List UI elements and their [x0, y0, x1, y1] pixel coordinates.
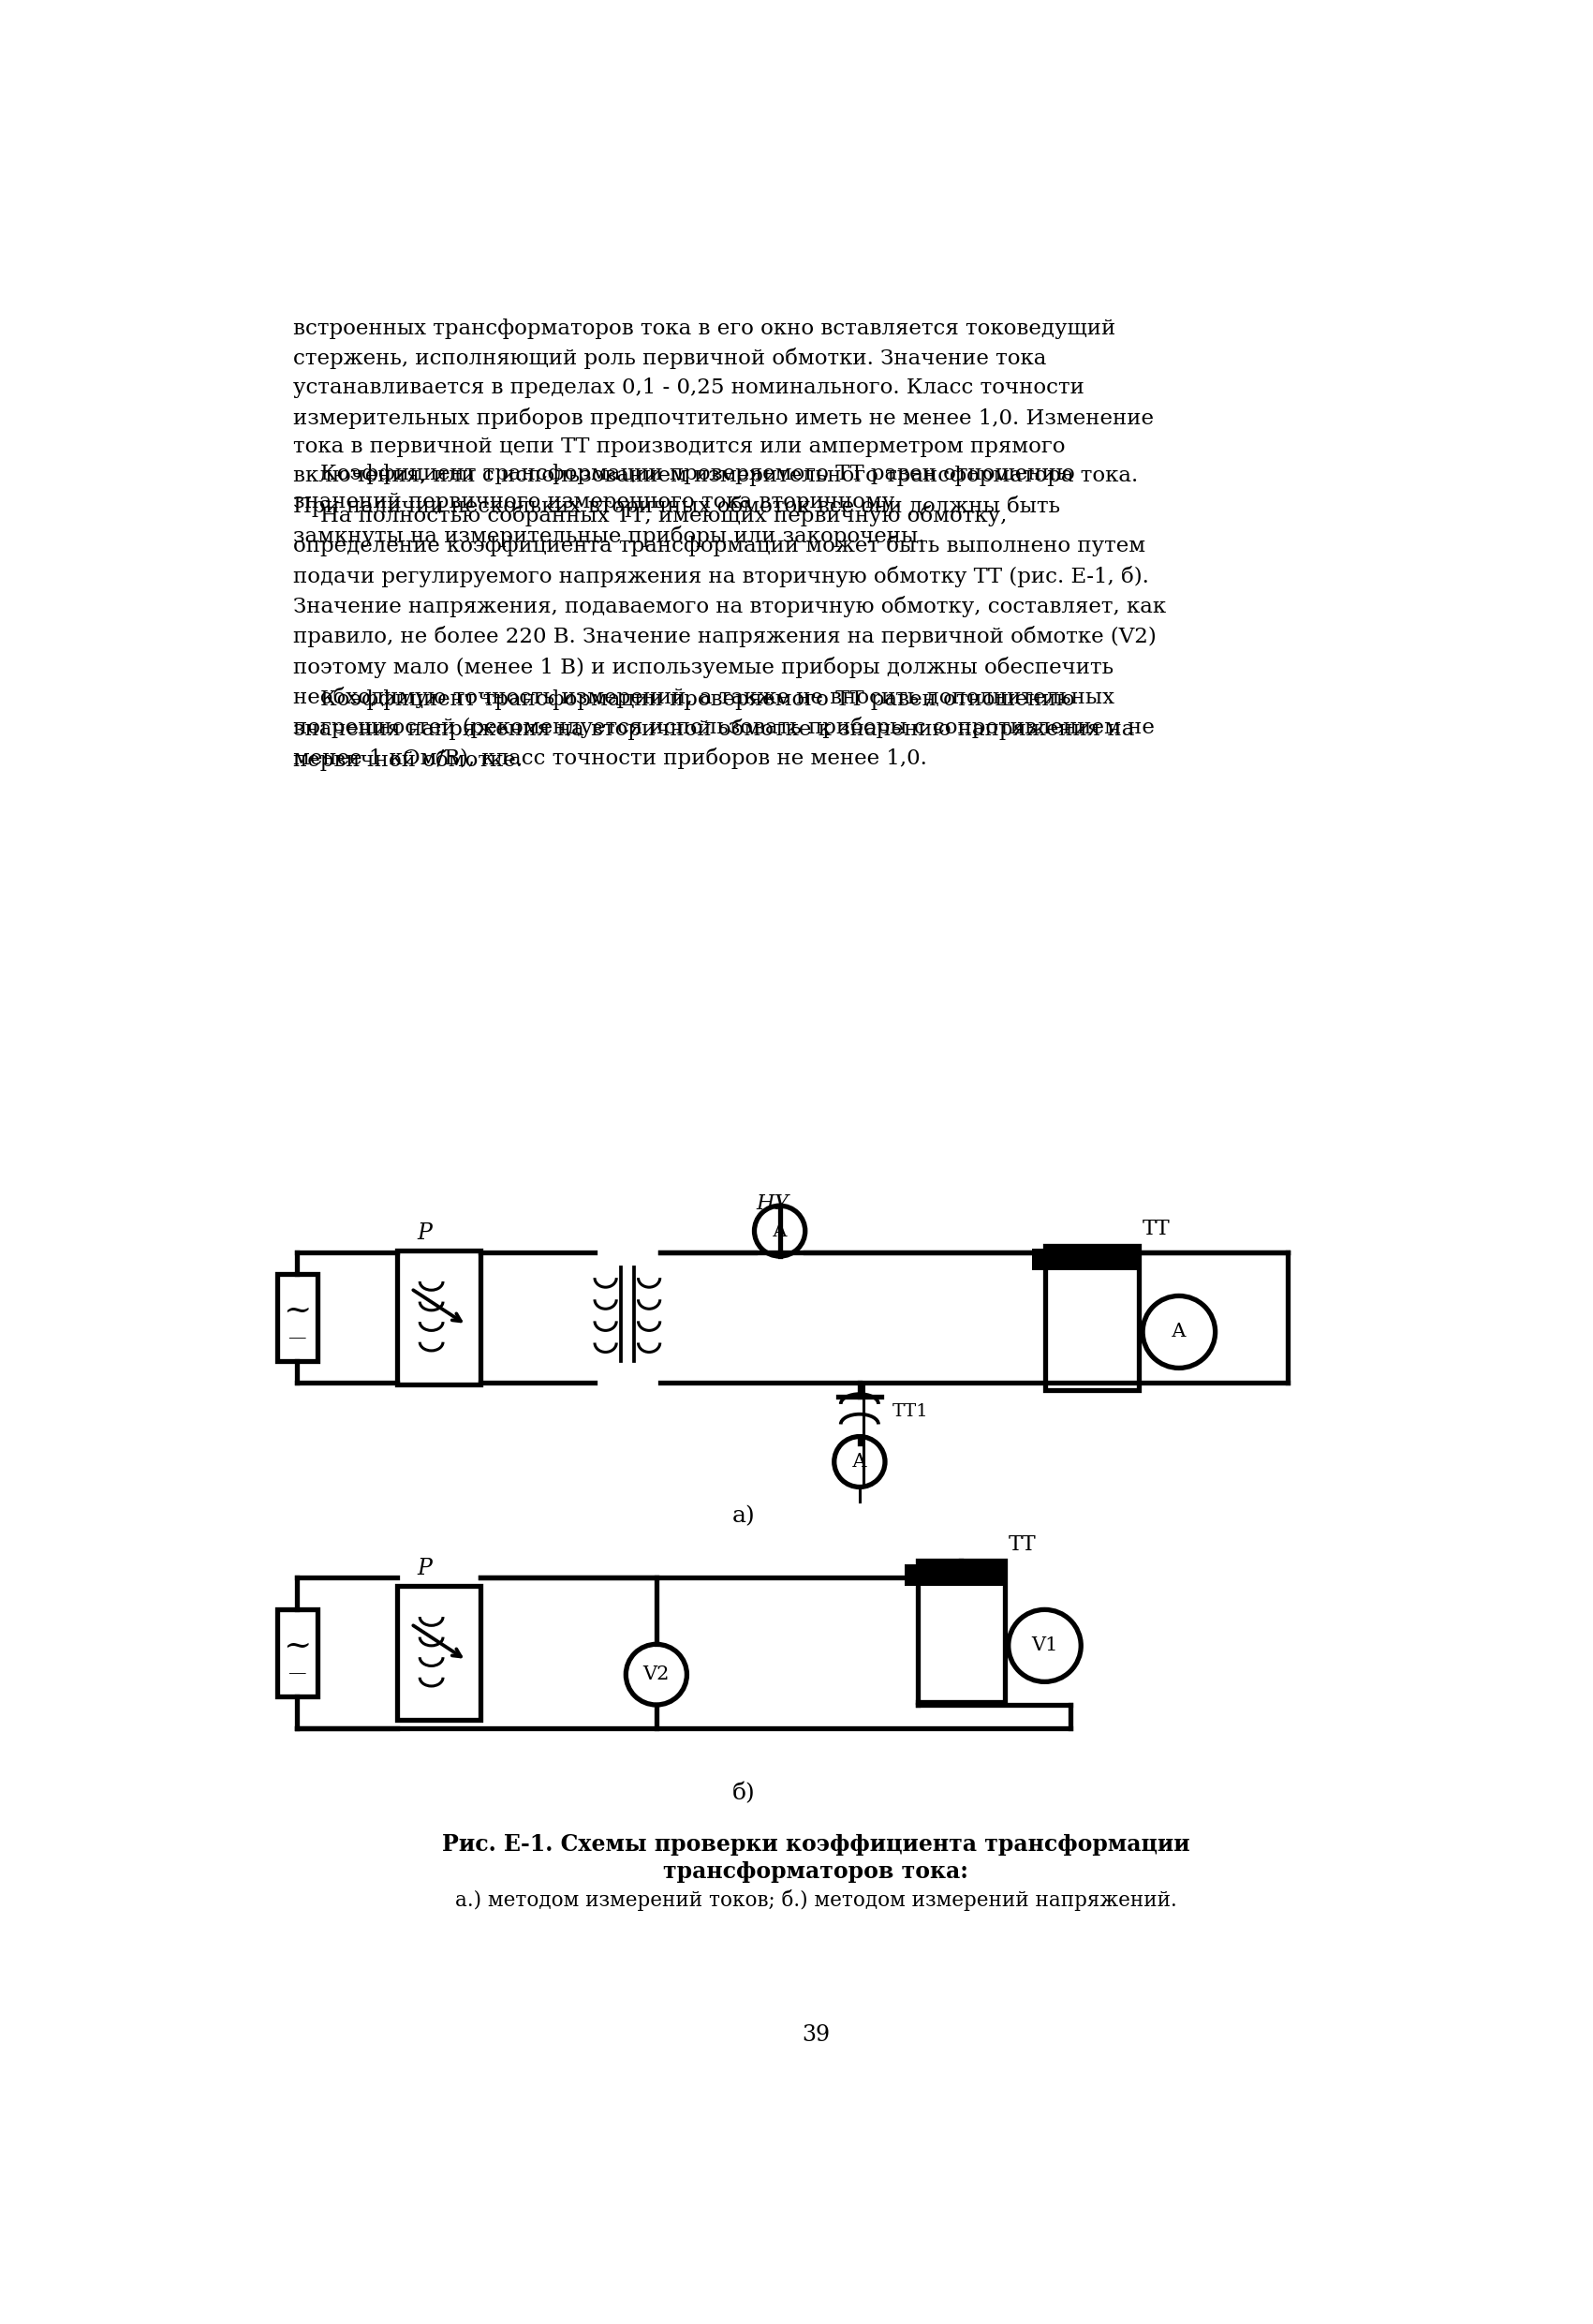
Text: б): б)	[731, 1783, 755, 1803]
Text: V2: V2	[644, 1666, 669, 1683]
Circle shape	[835, 1436, 886, 1487]
Text: НУ: НУ	[757, 1195, 789, 1213]
Text: Коэффициент трансформации проверяемого ТТ равен отношению
значения напряжения на: Коэффициент трансформации проверяемого Т…	[293, 690, 1134, 772]
Text: ТТ1: ТТ1	[892, 1404, 929, 1420]
Bar	[397, 1250, 481, 1385]
Bar	[277, 1274, 317, 1362]
Text: ~: ~	[284, 1629, 311, 1662]
Bar	[1045, 1246, 1139, 1390]
Circle shape	[1142, 1297, 1215, 1369]
Text: —: —	[288, 1664, 306, 1683]
Bar	[918, 1562, 1005, 1701]
Bar	[918, 1562, 1005, 1587]
Text: А: А	[852, 1452, 867, 1471]
Text: трансформаторов тока:: трансформаторов тока:	[663, 1862, 969, 1882]
Text: 39: 39	[801, 2024, 830, 2045]
Text: встроенных трансформаторов тока в его окно вставляется токоведущий
стержень, исп: встроенных трансформаторов тока в его ок…	[293, 318, 1155, 546]
Text: V1: V1	[1031, 1636, 1058, 1655]
Bar	[1032, 1248, 1045, 1271]
Text: ТТ: ТТ	[1008, 1534, 1035, 1555]
Bar	[905, 1564, 918, 1587]
Bar	[1045, 1246, 1139, 1271]
Text: —: —	[288, 1329, 306, 1346]
Circle shape	[755, 1206, 804, 1257]
Text: А: А	[1171, 1322, 1187, 1341]
Text: ТТ: ТТ	[1142, 1220, 1171, 1239]
Bar	[277, 1611, 317, 1697]
Text: Рис. Е-1. Схемы проверки коэффициента трансформации: Рис. Е-1. Схемы проверки коэффициента тр…	[443, 1834, 1190, 1855]
Text: а): а)	[731, 1506, 755, 1527]
Text: Р: Р	[417, 1222, 432, 1243]
Circle shape	[1008, 1611, 1082, 1683]
Text: На полностью собранных ТТ, имеющих первичную обмотку,
определение коэффициента т: На полностью собранных ТТ, имеющих перви…	[293, 504, 1166, 769]
Text: А: А	[773, 1222, 787, 1241]
Bar	[397, 1587, 481, 1720]
Text: а.) методом измерений токов; б.) методом измерений напряжений.: а.) методом измерений токов; б.) методом…	[456, 1889, 1177, 1910]
Text: Р: Р	[417, 1557, 432, 1578]
Text: ~: ~	[284, 1294, 311, 1327]
Text: Коэффициент трансформации проверяемого ТТ равен отношению
значений первичного из: Коэффициент трансформации проверяемого Т…	[293, 462, 1075, 514]
Circle shape	[626, 1645, 687, 1706]
